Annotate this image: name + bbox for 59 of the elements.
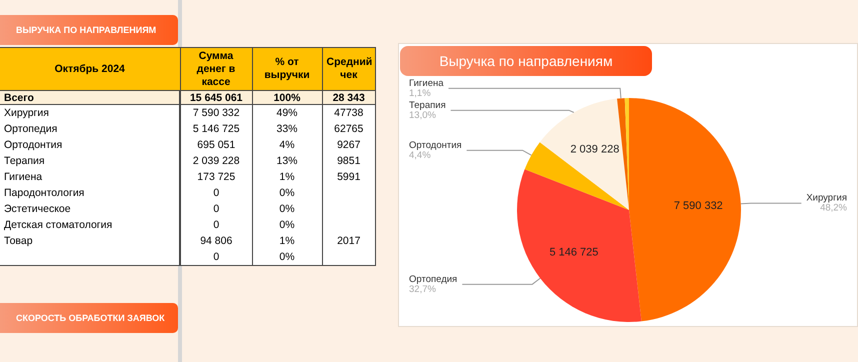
text: 2 039 228 (180, 153, 252, 169)
text: 13% (252, 153, 322, 169)
category-label: Товар (3, 234, 34, 249)
text: 4% (252, 137, 322, 153)
text: Сумма денег в кассе (180, 48, 252, 90)
text: 9851 (322, 153, 376, 169)
text: 695 051 (180, 137, 252, 153)
text: % от выручки (252, 48, 322, 90)
text: 94 806 (180, 233, 252, 249)
text: 0% (252, 201, 322, 217)
text: 0 (180, 185, 252, 201)
text: 0 (180, 249, 252, 266)
slice-label: Ортодонтия (409, 140, 462, 151)
text: 1,1% (409, 88, 432, 99)
category-label: Эстетическое (3, 202, 72, 217)
text: 15 645 061 (180, 90, 252, 104)
text: 48,2% (820, 202, 848, 214)
slice-label: Терапия (409, 100, 446, 111)
category-label: Ортопедия (3, 122, 58, 137)
text: 0 (180, 201, 252, 217)
text: 33% (252, 121, 322, 137)
text: 62765 (322, 121, 376, 137)
text: 100% (252, 90, 322, 104)
text: 32,7% (409, 284, 436, 295)
data-label: 7 590 332 (674, 200, 723, 212)
category-label: Всего (0, 90, 180, 104)
text: 7 590 332 (180, 104, 252, 121)
text: 28 343 (322, 90, 376, 104)
text: 2017 (322, 233, 376, 249)
text: 0 (180, 217, 252, 233)
text: 13,0% (409, 110, 436, 121)
text: 0% (252, 249, 322, 266)
text: 0% (252, 185, 322, 201)
slice-label: Ортопедия (409, 274, 458, 285)
text: 49% (252, 104, 322, 121)
text: 173 725 (180, 169, 252, 185)
category-label: Детская стоматология (3, 218, 114, 233)
text: 5 146 725 (180, 121, 252, 137)
category-label: Терапия (3, 154, 46, 169)
category-label: Хирургия (3, 106, 50, 121)
data-label: 5 146 725 (549, 246, 598, 258)
text: ВЫРУЧКА ПО НАПРАВЛЕНИЯМ (0, 15, 178, 45)
text: Средний чек (322, 48, 376, 90)
text: 1% (252, 233, 322, 249)
slice-label: Хирургия (806, 192, 847, 204)
data-label: 2 039 228 (570, 144, 620, 156)
category-label: Гигиена (3, 170, 44, 185)
chart-title: Выручка по направлениям (400, 46, 652, 76)
category-label: Ортодонтия (3, 138, 64, 153)
text: 4,4% (409, 150, 432, 161)
slice-label: Гигиена (409, 78, 444, 89)
text: 5991 (322, 169, 376, 185)
text: 47738 (322, 104, 376, 121)
text: 0% (252, 217, 322, 233)
category-label: Пародонтология (3, 186, 86, 201)
text: 1% (252, 169, 322, 185)
text: 9267 (322, 137, 376, 153)
text: Октябрь 2024 (0, 48, 180, 90)
text: СКОРОСТЬ ОБРАБОТКИ ЗАЯВОК (0, 303, 178, 333)
